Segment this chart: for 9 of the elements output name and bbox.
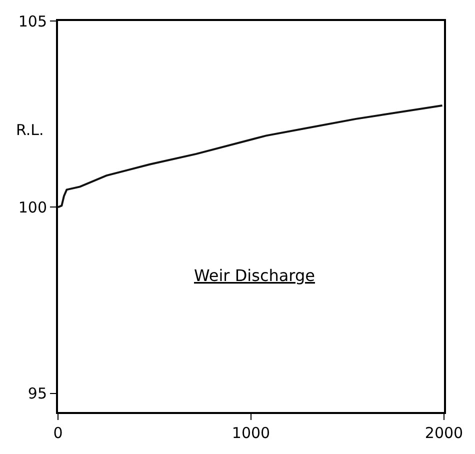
y-axis-title: R.L. xyxy=(16,121,44,139)
x-tick-label: 1000 xyxy=(232,424,270,442)
x-tick-label: 0 xyxy=(53,424,63,442)
line-series xyxy=(58,104,444,208)
y-tick-label: 95 xyxy=(28,384,47,403)
y-tick-label: 105 xyxy=(18,12,47,30)
x-tick-label: 2000 xyxy=(424,424,464,442)
annotation: Weir Discharge xyxy=(194,266,315,285)
y-tick-label: 100 xyxy=(18,198,47,216)
